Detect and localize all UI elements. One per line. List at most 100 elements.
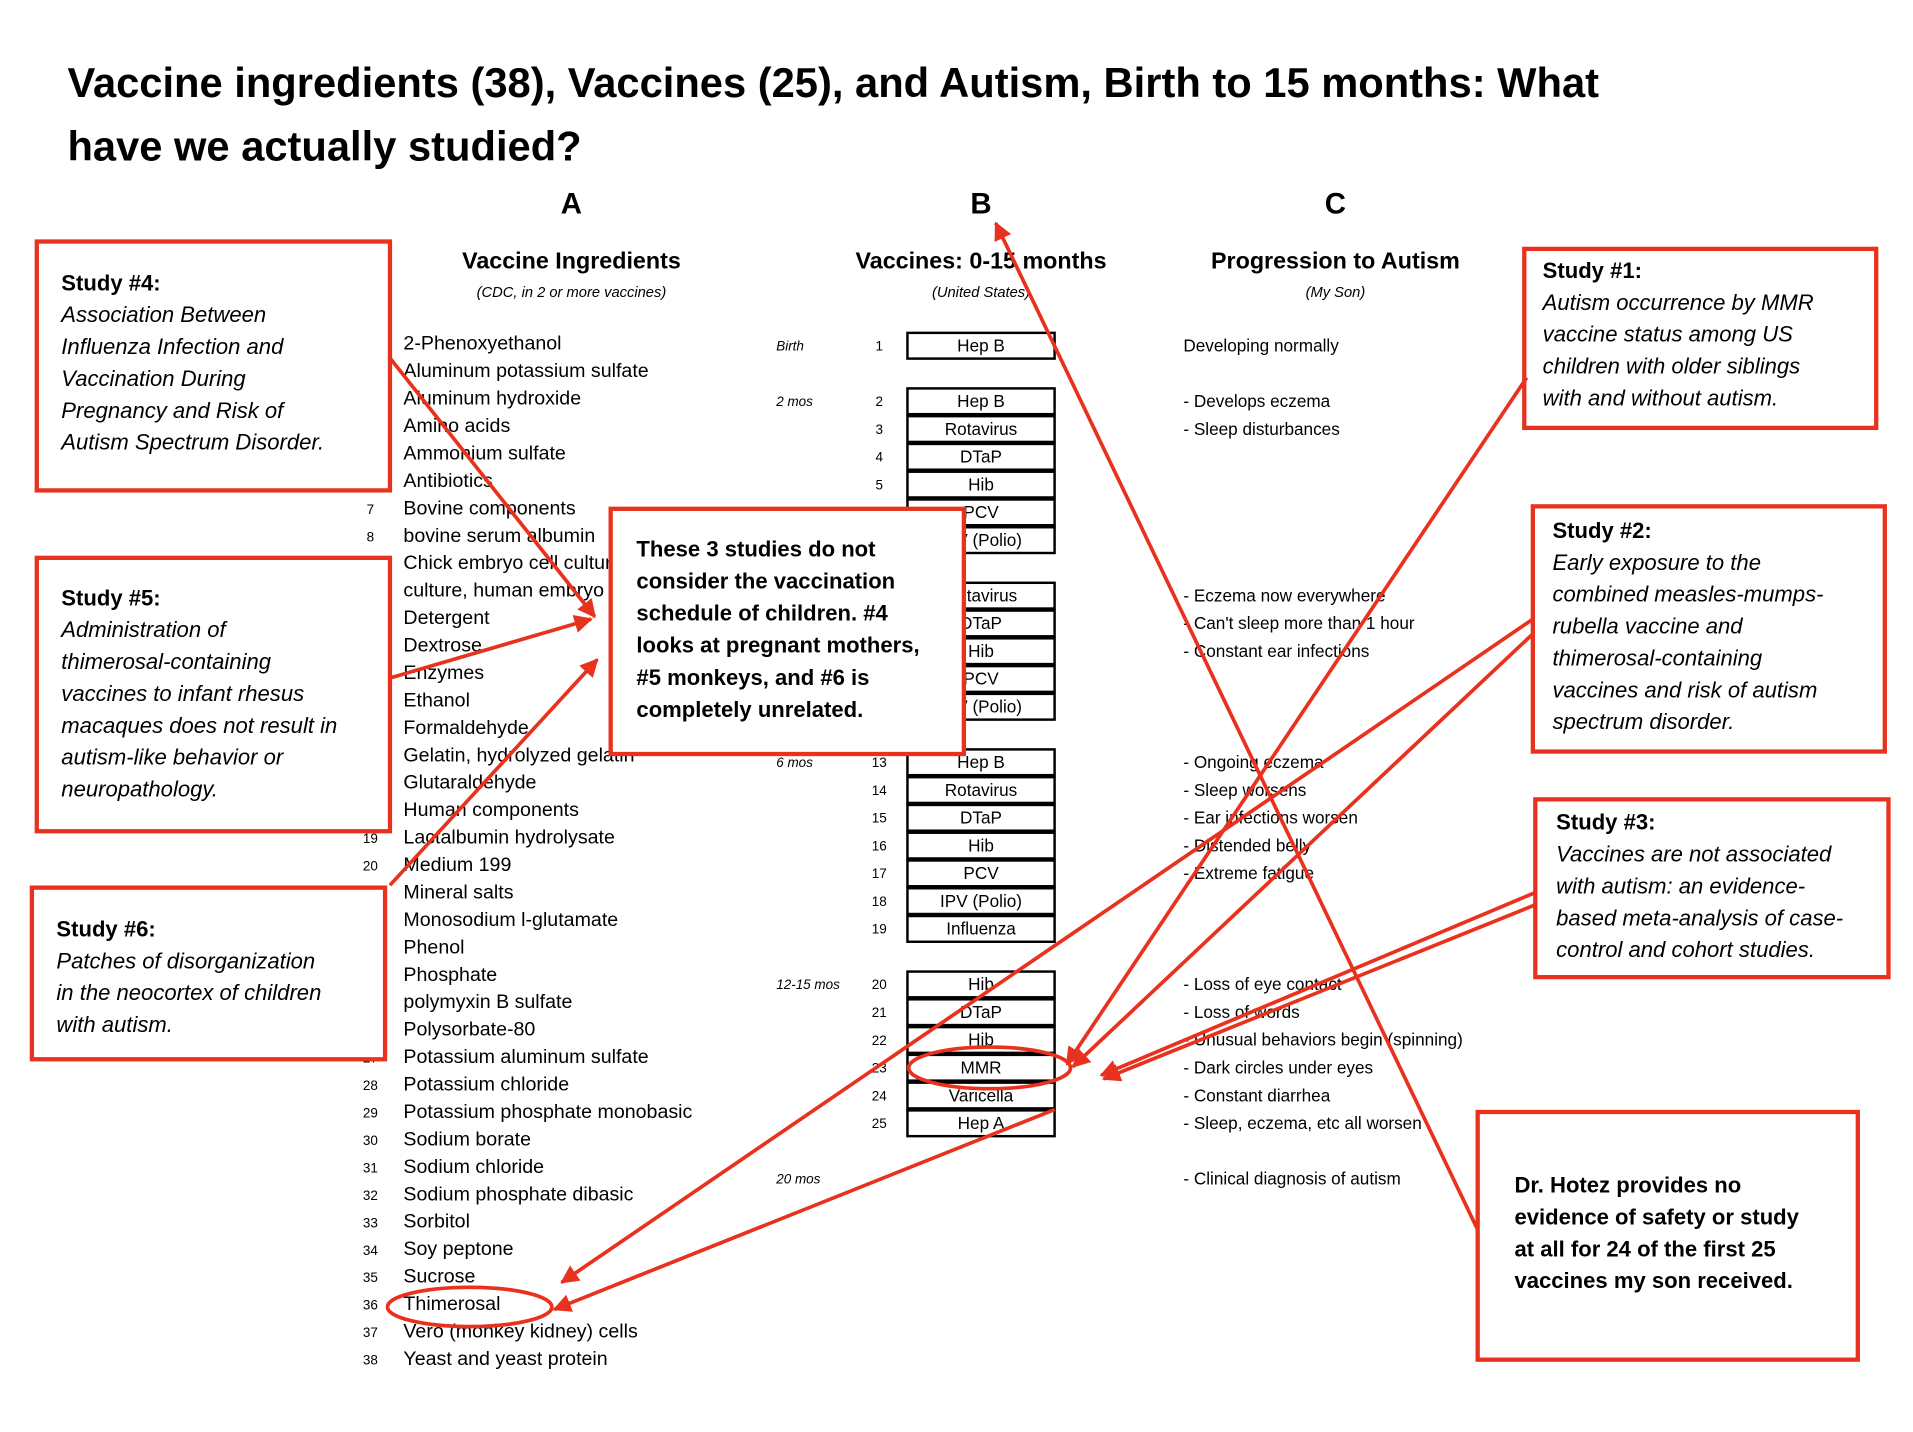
ingredient: Dextrose	[403, 635, 482, 657]
study-title: vaccine status among US	[1543, 322, 1793, 347]
study-title: Influenza Infection and	[61, 334, 284, 359]
ingredient: Thimerosal	[403, 1293, 500, 1315]
study-box	[1533, 797, 1891, 980]
study-heading: Study #4:	[61, 270, 160, 295]
study-title: Administration of	[59, 617, 228, 642]
vaccine-name: DTaP	[960, 447, 1002, 467]
vaccine-box	[906, 914, 1056, 943]
vaccine-number: 3	[875, 422, 883, 437]
row-number: 31	[363, 1160, 378, 1175]
note-text: These 3 studies do not	[636, 536, 876, 561]
column-heading: Vaccine Ingredients	[462, 248, 681, 274]
note-text: #5 monkeys, and #6 is	[636, 665, 869, 690]
study-title: Patches of disorganization	[56, 948, 315, 973]
ingredient: Monosodium l-glutamate	[403, 909, 618, 931]
ingredient: Yeast and yeast protein	[403, 1348, 607, 1370]
row-number: 20	[363, 859, 378, 874]
vaccine-name: MMR	[961, 1058, 1002, 1078]
ingredient: Sodium borate	[403, 1128, 531, 1150]
study-heading: Study #3:	[1556, 810, 1655, 835]
study-title: Vaccines are not associated	[1556, 842, 1832, 867]
hotez-text: Dr. Hotez provides no	[1514, 1173, 1741, 1198]
ingredient: Sorbitol	[403, 1211, 470, 1233]
study-title: children with older siblings	[1543, 354, 1801, 379]
study-heading: Study #2:	[1552, 518, 1651, 543]
ingredient: Glutaraldehyde	[403, 772, 536, 794]
vaccine-number: 15	[872, 811, 887, 826]
ingredient: Soy peptone	[403, 1238, 513, 1260]
arrow	[389, 614, 593, 680]
study-title: with autism: an evidence-	[1556, 873, 1805, 898]
vaccine-box	[906, 387, 1056, 416]
vaccine-number: 4	[875, 450, 883, 465]
vaccine-name: Hib	[968, 641, 994, 661]
vaccine-box	[906, 998, 1056, 1027]
study-title: autism-like behavior or	[61, 745, 285, 770]
progression-item: - Eczema now everywhere	[1183, 585, 1385, 605]
ingredient: Enzymes	[403, 662, 484, 684]
column-subheading: (CDC, in 2 or more vaccines)	[477, 285, 667, 301]
note-box	[608, 506, 967, 757]
vaccine-box	[906, 442, 1056, 471]
vaccine-number: 16	[872, 838, 887, 853]
column-subheading: (My Son)	[1306, 285, 1366, 301]
column-subheading: (United States)	[932, 285, 1030, 301]
ingredient: Gelatin, hydrolyzed gelatin	[403, 744, 634, 766]
vaccine-box	[906, 887, 1056, 916]
note-text: schedule of children. #4	[636, 601, 888, 626]
arrow	[552, 1107, 1056, 1312]
study-title: Vaccination During	[61, 366, 246, 391]
study-title: vaccines to infant rhesus	[61, 681, 304, 706]
vaccine-name: Hib	[968, 835, 994, 855]
ingredient: 2-Phenoxyethanol	[403, 333, 561, 355]
row-number: 29	[363, 1106, 378, 1121]
age-label: 6 mos	[776, 755, 813, 770]
vaccine-name: Hep B	[957, 391, 1005, 411]
study-title: Early exposure to the	[1552, 550, 1761, 575]
vaccine-name: Hib	[968, 974, 994, 994]
arrow	[1099, 890, 1537, 1078]
progression-item: - Can't sleep more than 1 hour	[1183, 613, 1415, 633]
column-letter: A	[561, 188, 582, 221]
vaccine-number: 21	[872, 1005, 887, 1020]
arrow	[1065, 376, 1529, 1066]
vaccine-name: PCV	[963, 863, 999, 883]
ingredient: Sodium chloride	[403, 1156, 544, 1178]
study-title: combined measles-mumps-	[1552, 582, 1823, 607]
ingredient: polymyxin B sulfate	[403, 991, 572, 1013]
vaccine-box	[906, 831, 1056, 860]
vaccine-name: DTaP	[960, 1002, 1002, 1022]
study-heading: Study #6:	[56, 916, 155, 941]
ingredient: Bovine components	[403, 497, 575, 519]
progression-item: - Clinical diagnosis of autism	[1183, 1169, 1400, 1189]
arrow	[560, 617, 1534, 1284]
row-number: 7	[367, 502, 375, 517]
progression-item: - Dark circles under eyes	[1183, 1058, 1373, 1078]
arrow	[1101, 903, 1536, 1082]
ingredient: Antibiotics	[403, 470, 493, 492]
arrow	[1071, 632, 1535, 1068]
hotez-text: at all for 24 of the first 25	[1514, 1236, 1775, 1261]
study-title: rubella vaccine and	[1552, 614, 1743, 639]
title: have we actually studied?	[67, 123, 581, 170]
ingredient: Ethanol	[403, 689, 470, 711]
row-number: 32	[363, 1188, 378, 1203]
hotez-box	[1475, 1109, 1860, 1362]
row-number: 33	[363, 1215, 378, 1230]
row-number: 37	[363, 1325, 378, 1340]
vaccine-name: IPV (Polio)	[940, 891, 1022, 911]
progression-item: - Constant diarrhea	[1183, 1085, 1330, 1105]
title: Vaccine ingredients (38), Vaccines (25),…	[67, 59, 1599, 106]
progression-item: - Extreme fatigue	[1183, 863, 1314, 883]
row-number: 36	[363, 1298, 378, 1313]
study-title: with autism.	[56, 1012, 172, 1037]
vaccine-name: Rotavirus	[945, 419, 1017, 439]
study-box	[34, 239, 393, 493]
row-number: 38	[363, 1353, 378, 1368]
ingredient: Amino acids	[403, 415, 510, 437]
vaccine-box	[906, 414, 1056, 444]
vaccine-number: 13	[872, 755, 887, 770]
row-number: 30	[363, 1133, 378, 1148]
